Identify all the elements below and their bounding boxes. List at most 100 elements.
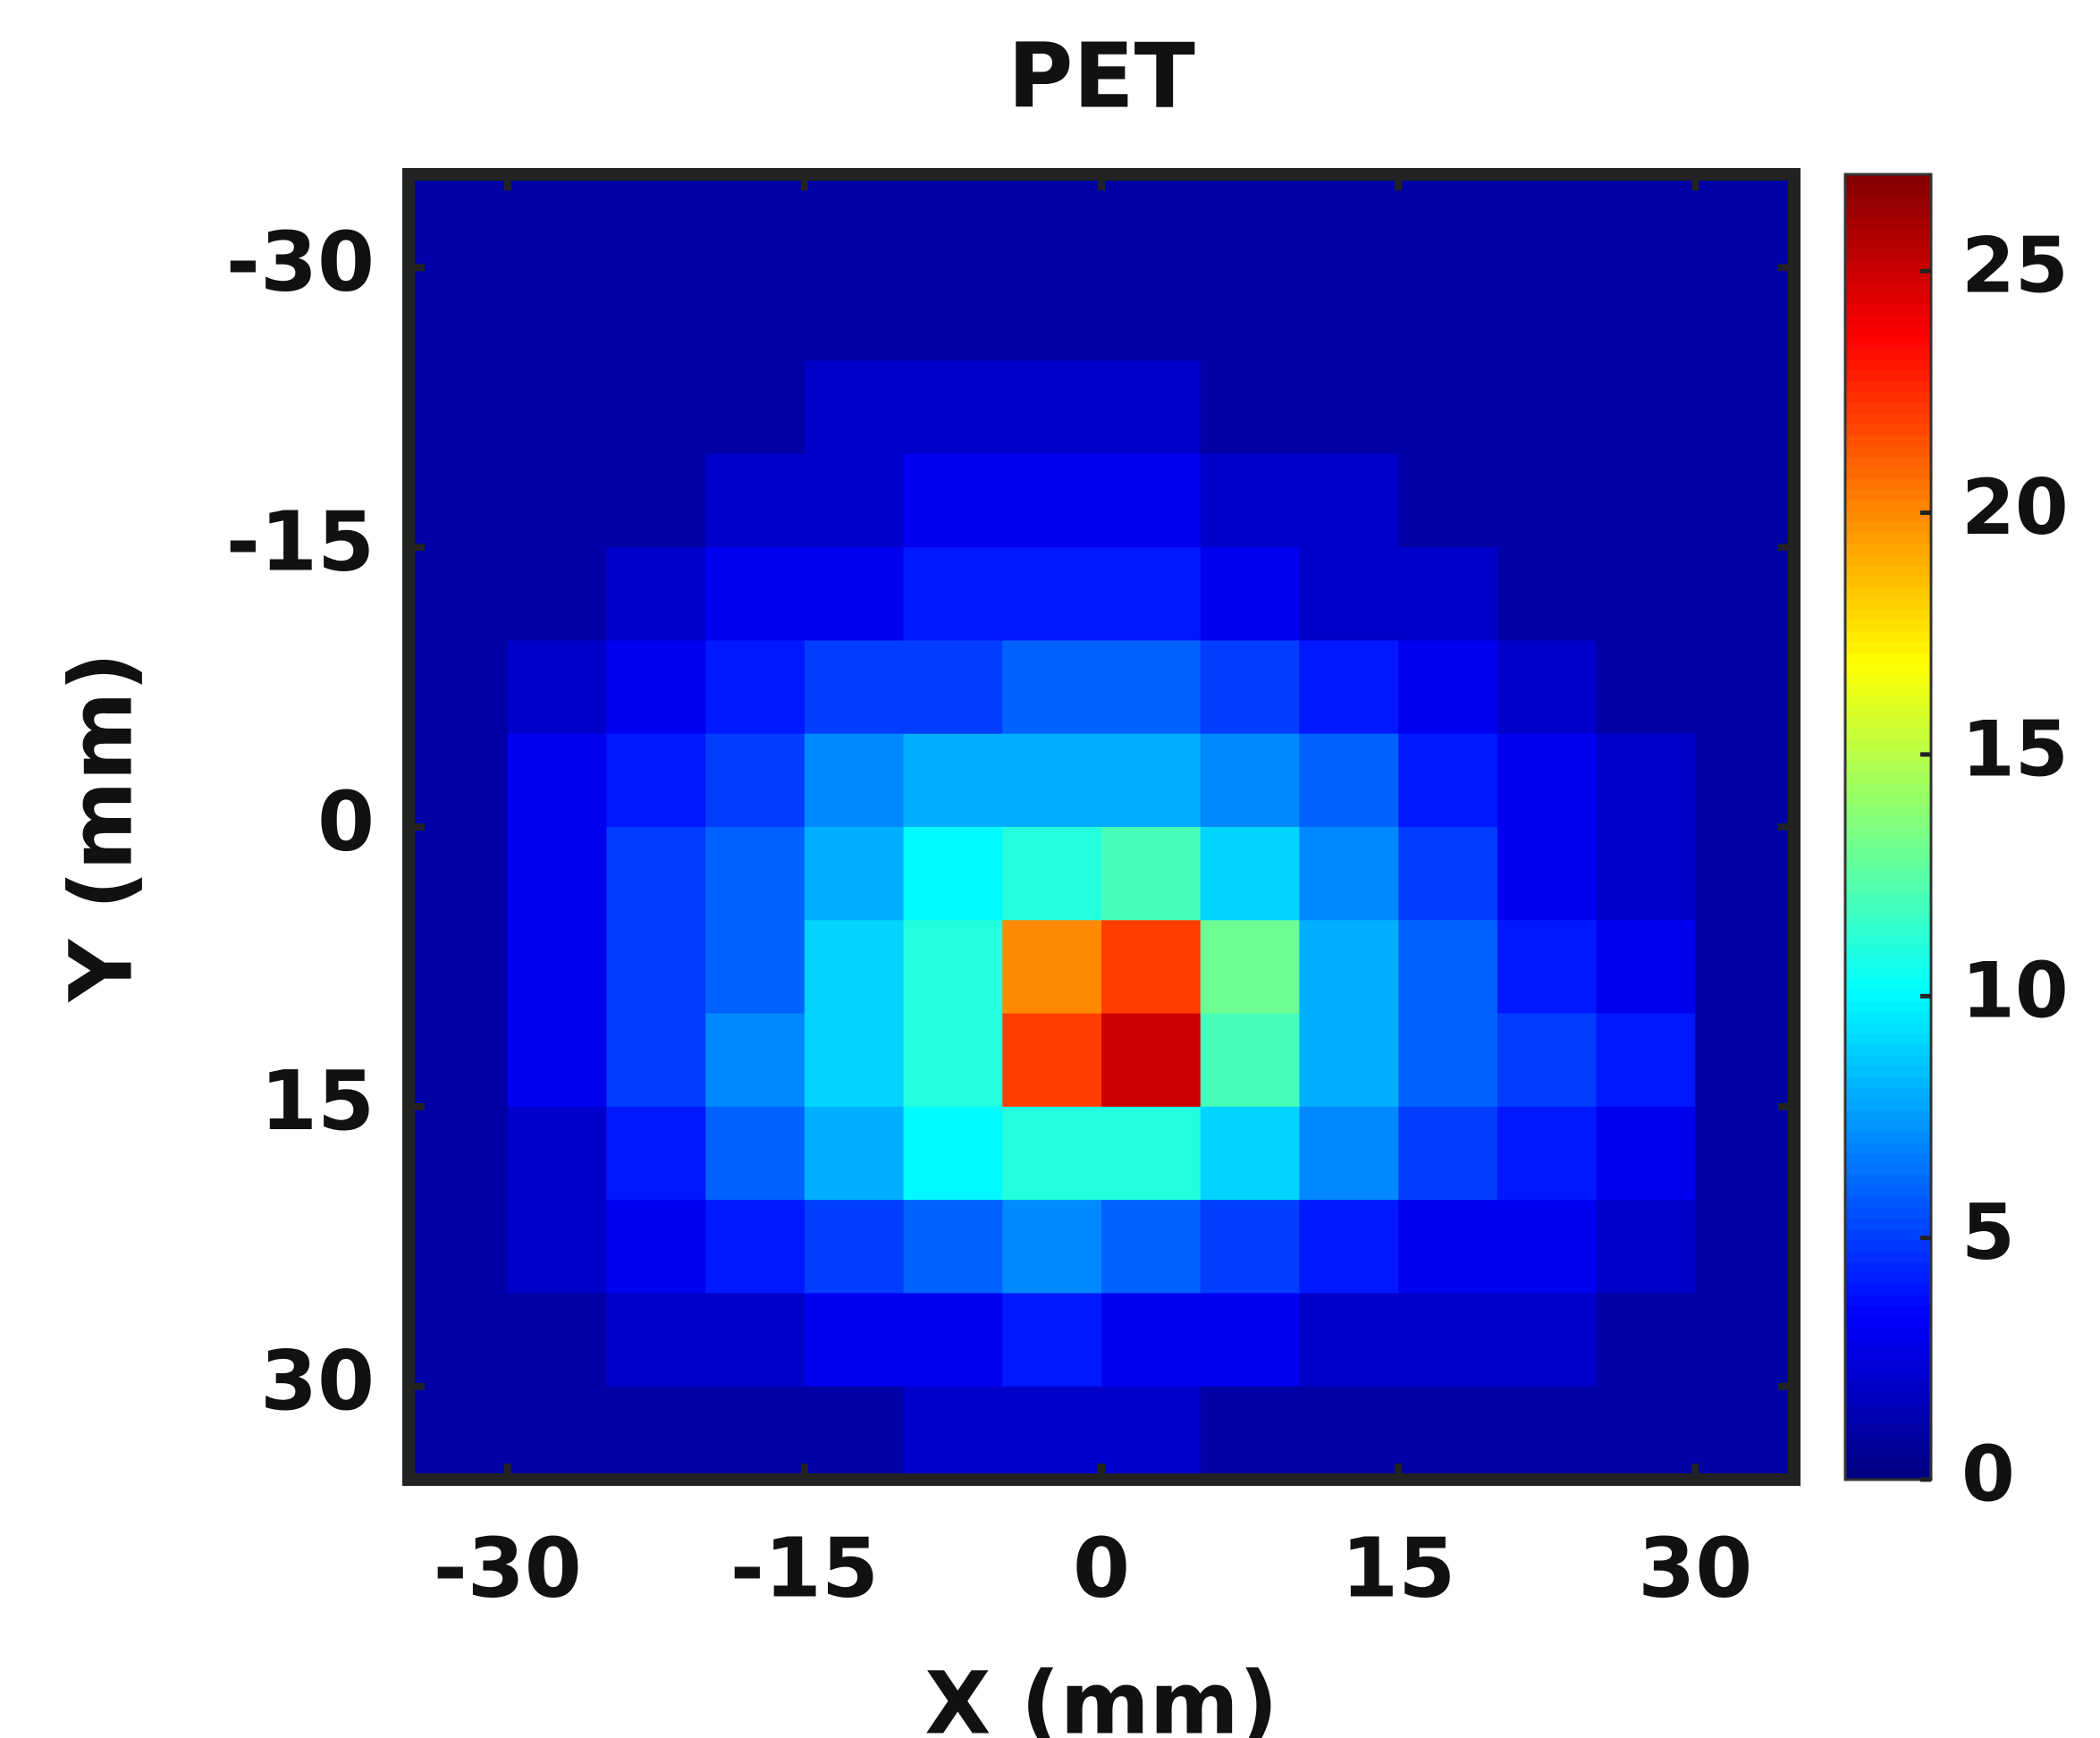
colorbar-segment <box>1845 1034 1931 1045</box>
heatmap-cell <box>1597 827 1696 921</box>
colorbar-segment <box>1845 806 1931 817</box>
heatmap-cell <box>904 920 1003 1014</box>
heatmap-cell <box>1398 454 1497 548</box>
heatmap-cell <box>1101 547 1201 641</box>
colorbar-segment <box>1845 871 1931 882</box>
colorbar-segment <box>1845 1371 1931 1382</box>
heatmap-cell <box>508 920 607 1014</box>
heatmap-cell <box>1597 1200 1696 1294</box>
heatmap-cell <box>508 1107 607 1201</box>
heatmap-cell <box>1002 547 1101 641</box>
heatmap-cell <box>705 547 805 641</box>
colorbar-segment <box>1845 1197 1931 1209</box>
colorbar-segment <box>1845 522 1931 534</box>
colorbar-segment <box>1845 294 1931 306</box>
colorbar-segment <box>1845 1088 1931 1100</box>
colorbar-segment <box>1845 848 1931 860</box>
colorbar-segment <box>1845 1393 1931 1405</box>
colorbar-segment <box>1845 707 1931 719</box>
heatmap-cell <box>508 1293 607 1387</box>
heatmap-cell <box>1597 640 1696 734</box>
heatmap-cell <box>1398 1107 1497 1201</box>
heatmap-cell <box>1695 640 1794 734</box>
colorbar-segment <box>1845 1219 1931 1230</box>
heatmap-cell <box>1299 174 1398 268</box>
heatmap-cell <box>1002 1107 1101 1201</box>
colorbar-tick-label: 20 <box>1961 463 2069 553</box>
colorbar-segment <box>1845 240 1931 251</box>
heatmap-cell <box>1695 547 1794 641</box>
heatmap-cell <box>805 361 904 455</box>
heatmap-cell <box>1101 361 1201 455</box>
heatmap-cell <box>1101 267 1201 361</box>
chart-title: PET <box>1008 23 1195 128</box>
colorbar-segment <box>1845 468 1931 480</box>
x-tick-label: 0 <box>1073 1520 1130 1616</box>
heatmap-cell <box>1597 267 1696 361</box>
heatmap-cell <box>1398 1014 1497 1108</box>
colorbar-segment <box>1845 1099 1931 1110</box>
heatmap-cell <box>1597 1107 1696 1201</box>
colorbar-segment <box>1845 511 1931 523</box>
colorbar-segment <box>1845 555 1931 567</box>
heatmap-cell <box>1597 547 1696 641</box>
heatmap-cell <box>606 1387 705 1481</box>
colorbar-segment <box>1845 1208 1931 1219</box>
heatmap-cell <box>1002 1387 1101 1481</box>
heatmap-cell <box>1299 640 1398 734</box>
heatmap-cell <box>409 361 508 455</box>
colorbar-segment <box>1845 501 1931 512</box>
heatmap-cell <box>1299 1387 1398 1481</box>
heatmap-cell <box>1695 1014 1794 1108</box>
heatmap-cell <box>1597 174 1696 268</box>
colorbar-segment <box>1845 1273 1931 1285</box>
heatmap-cell <box>1398 640 1497 734</box>
heatmap-cell <box>606 1014 705 1108</box>
heatmap-cell <box>1597 920 1696 1014</box>
colorbar-segment <box>1845 1414 1931 1426</box>
heatmap-cell <box>904 547 1003 641</box>
colorbar-segment <box>1845 1067 1931 1078</box>
colorbar-segment <box>1845 1164 1931 1176</box>
heatmap-cell <box>1398 361 1497 455</box>
heatmap-cell <box>705 1293 805 1387</box>
colorbar-segment <box>1845 326 1931 338</box>
heatmap-cell <box>1002 1014 1101 1108</box>
colorbar-tick-label: 5 <box>1961 1188 2015 1278</box>
heatmap-cell <box>1101 1200 1201 1294</box>
heatmap-cell <box>409 827 508 921</box>
colorbar-segment <box>1845 1360 1931 1371</box>
heatmap-cell <box>1299 1107 1398 1201</box>
colorbar-segment <box>1845 686 1931 697</box>
heatmap-cell <box>606 267 705 361</box>
heatmap-cell <box>805 454 904 548</box>
heatmap-cell <box>1299 827 1398 921</box>
colorbar-segment <box>1845 1447 1931 1459</box>
colorbar-segment <box>1845 696 1931 708</box>
colorbar-segment <box>1845 664 1931 676</box>
heatmap-cell <box>705 827 805 921</box>
colorbar-segment <box>1845 903 1931 915</box>
colorbar-segment <box>1845 1153 1931 1165</box>
heatmap-cell <box>409 1107 508 1201</box>
heatmap-cell <box>606 174 705 268</box>
colorbar-segment <box>1845 1012 1931 1024</box>
colorbar-segment <box>1845 229 1931 240</box>
heatmap-cell <box>1695 1293 1794 1387</box>
colorbar-segment <box>1845 1077 1931 1089</box>
heatmap-cell <box>1695 920 1794 1014</box>
heatmap-cell <box>508 547 607 641</box>
heatmap-cell <box>1299 454 1398 548</box>
heatmap-cell <box>1398 827 1497 921</box>
heatmap-cell <box>1101 174 1201 268</box>
colorbar-segment <box>1845 991 1931 1002</box>
heatmap-cell <box>705 267 805 361</box>
heatmap-cell <box>1201 1293 1300 1387</box>
heatmap-cell <box>705 734 805 828</box>
x-tick-label: -15 <box>730 1520 879 1616</box>
heatmap-cell <box>1497 361 1597 455</box>
colorbar-segment <box>1845 1109 1931 1121</box>
heatmap-cell <box>1695 454 1794 548</box>
heatmap-cell <box>409 1014 508 1108</box>
y-tick-label: -15 <box>226 494 375 590</box>
